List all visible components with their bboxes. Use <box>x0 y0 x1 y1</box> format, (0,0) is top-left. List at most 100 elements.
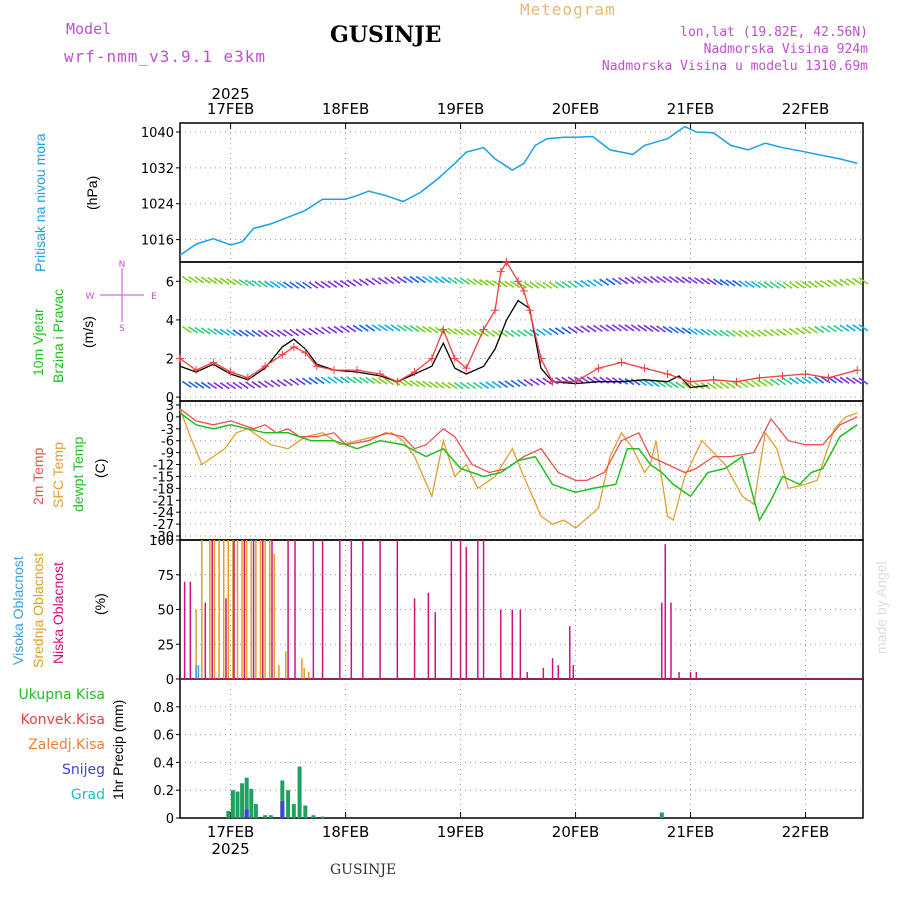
wind-barb <box>181 325 192 334</box>
wind-barb <box>782 328 793 336</box>
precip-bar <box>303 805 308 818</box>
wind-barb <box>491 381 502 389</box>
x-tick-label-top: 20FEB <box>552 100 599 118</box>
wind-barb <box>738 380 749 389</box>
wind-barb <box>580 279 591 288</box>
wind-barb <box>238 329 249 337</box>
wind-barb <box>839 324 850 332</box>
wind-barb <box>845 324 856 332</box>
wind-barb <box>788 281 799 289</box>
wind-barb <box>820 325 831 333</box>
wind-barb <box>441 276 452 284</box>
wind-barb <box>668 381 679 389</box>
y-tick-label: 0.2 <box>153 784 174 799</box>
wind-barb <box>656 275 667 284</box>
y-tick-label: 6 <box>166 275 174 290</box>
wind-barb <box>422 275 433 284</box>
wind-barb <box>751 379 761 388</box>
y-tick-label: 2 <box>166 353 174 368</box>
wind-barb <box>434 276 445 284</box>
precip-bar <box>659 812 664 818</box>
wind-barb <box>485 279 496 287</box>
wind-barb <box>327 376 338 384</box>
wind-speed-line <box>179 299 708 389</box>
wind-barb <box>384 377 395 386</box>
wind-barb <box>536 377 546 386</box>
wind-barb <box>763 329 774 337</box>
wind-barb <box>377 324 388 332</box>
wind-barb <box>276 329 287 337</box>
wind-barb <box>807 376 818 384</box>
wind-barb <box>548 327 559 336</box>
wind-barb <box>333 325 344 334</box>
wind-barb <box>649 324 660 333</box>
wind-barb <box>795 281 806 289</box>
x-tick-label-bottom: 19FEB <box>437 823 484 841</box>
wind-barb <box>694 381 704 390</box>
legend-hail: Grad <box>70 787 105 803</box>
wind-barb <box>434 381 445 389</box>
wind-barb <box>536 281 546 289</box>
wind-barb <box>630 324 641 332</box>
wind-barb <box>858 324 869 332</box>
wind-barb <box>744 380 755 388</box>
wind-barb <box>662 275 673 284</box>
wind-barb <box>245 279 255 287</box>
wind-barb <box>852 277 863 285</box>
wind-barb <box>624 324 635 332</box>
wind-barb <box>346 376 357 384</box>
wind-barb <box>200 381 211 390</box>
wind-barb <box>428 326 439 334</box>
wind-barb <box>295 281 306 289</box>
y-tick-label: -9 <box>161 447 174 462</box>
wind-barb <box>662 380 673 388</box>
footer-station: GUSINJE <box>330 862 397 878</box>
wind-barb <box>365 376 376 385</box>
model-name: wrf-nmm_v3.9.1 e3km <box>64 47 267 66</box>
dewpt-line <box>179 412 858 523</box>
sfc-temp-line <box>179 408 858 529</box>
wind-barb <box>371 377 382 385</box>
wind-barb <box>788 377 799 385</box>
wind-barb <box>725 279 736 287</box>
wind-barb <box>384 276 395 285</box>
wind-barb <box>207 327 218 336</box>
wind-barb <box>460 277 471 285</box>
wind-barb <box>738 329 749 338</box>
wind-barb <box>428 381 439 389</box>
precip-bar <box>226 811 231 818</box>
wind-barb <box>776 377 787 386</box>
wind-barb <box>188 275 199 284</box>
wind-barb <box>390 276 401 284</box>
y-tick-label: -24 <box>153 506 174 521</box>
wind-barb <box>580 325 591 333</box>
wind-barb <box>320 281 331 289</box>
compass-letter: W <box>86 292 95 302</box>
wind-barb <box>681 327 692 335</box>
wind-barb <box>409 379 420 388</box>
wind-barb <box>769 281 780 289</box>
wind-barb <box>384 324 395 332</box>
wind-barb <box>852 324 863 332</box>
wind-barb <box>820 279 831 288</box>
wind-barb <box>377 277 388 285</box>
wind-barb <box>289 378 300 386</box>
wind-barb <box>409 325 420 333</box>
precip-bar <box>263 815 268 818</box>
wind-barb <box>788 327 799 336</box>
x-tick-label-bottom: 22FEB <box>782 823 829 841</box>
x-tick-label-bottom: 18FEB <box>322 823 369 841</box>
precip-bar <box>230 790 235 818</box>
wind-barb <box>637 324 648 332</box>
wind-barb <box>700 328 711 336</box>
wind-barb <box>498 280 508 288</box>
wind-barb <box>719 381 730 389</box>
wind-barb <box>200 327 211 335</box>
wind-barb <box>447 381 458 390</box>
wind-barb <box>213 328 224 336</box>
precip-bar <box>253 804 258 818</box>
wind-barb <box>339 279 350 288</box>
model-label: Model <box>66 20 112 38</box>
wind-barb <box>295 377 306 386</box>
y-tick-label: -30 <box>153 530 174 545</box>
